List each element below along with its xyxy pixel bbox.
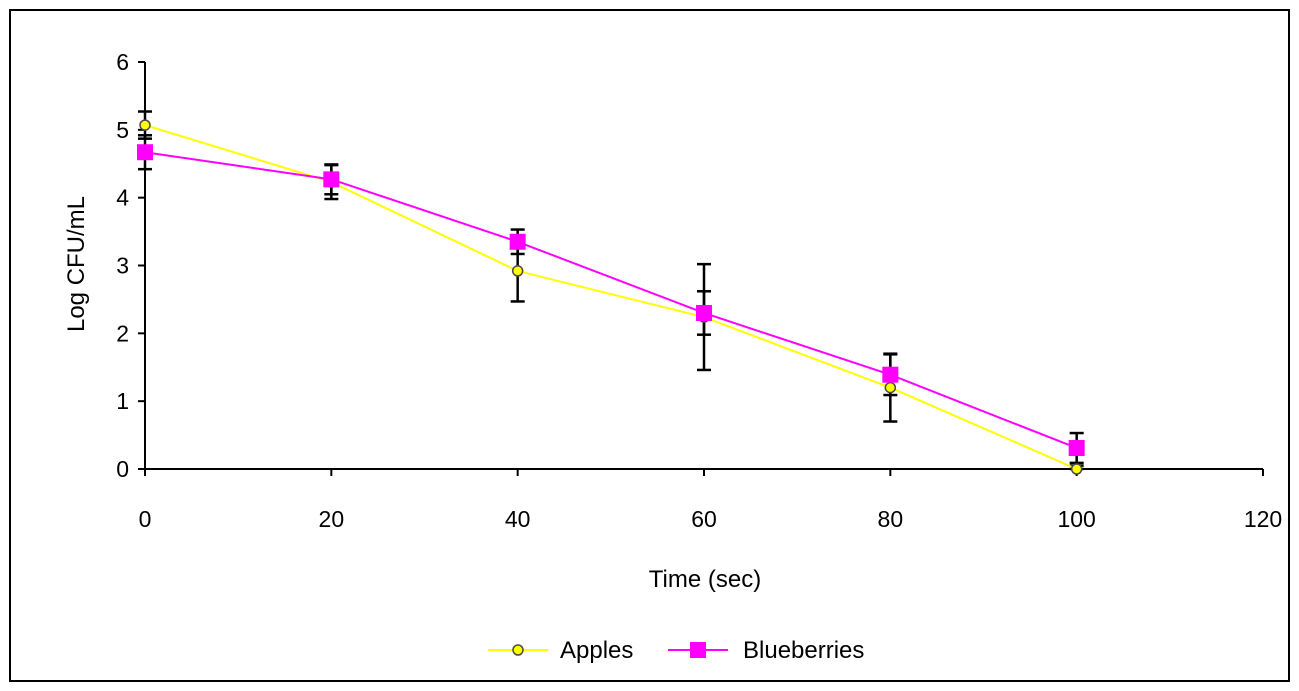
y-tick-label: 4	[116, 185, 129, 211]
data-point-blueberries	[1068, 439, 1085, 456]
x-axis-title: Time (sec)	[649, 566, 761, 593]
data-point-blueberries	[509, 233, 526, 250]
data-point-apples	[511, 265, 524, 277]
y-tick-label: 5	[116, 117, 129, 143]
data-point-apples	[139, 119, 151, 131]
legend-marker	[690, 642, 706, 658]
data-point-blueberries	[882, 366, 899, 383]
y-tick-label: 3	[116, 253, 129, 279]
legend-item-blueberries: Blueberries	[668, 637, 864, 664]
legend-marker	[512, 644, 524, 656]
data-point-apples	[1070, 463, 1083, 475]
x-tick-label: 100	[1057, 506, 1095, 532]
y-tick-label: 0	[116, 456, 129, 482]
legend-label: Apples	[560, 637, 633, 664]
data-point-blueberries	[696, 304, 712, 321]
y-tick-label: 6	[116, 49, 129, 75]
series-layer	[137, 110, 1085, 475]
x-tick-label: 60	[691, 506, 717, 532]
series-line-blueberries	[144, 151, 1078, 449]
data-point-blueberries	[137, 144, 153, 161]
x-tick-label: 80	[878, 506, 904, 532]
x-tick-label: 120	[1244, 506, 1282, 532]
y-axis-title: Log CFU/mL	[63, 196, 90, 332]
legend-label: Blueberries	[743, 637, 864, 664]
x-tick-label: 20	[319, 506, 345, 532]
legend: Apples Blueberries	[488, 637, 864, 664]
data-point-blueberries	[323, 171, 340, 188]
x-tick-label: 40	[505, 506, 531, 532]
data-point-apples	[884, 381, 897, 394]
legend-item-apples: Apples	[488, 637, 633, 664]
series-line-apples	[144, 124, 1078, 470]
chart-frame	[9, 9, 1290, 682]
x-tick-label: 0	[139, 506, 152, 532]
y-tick-label: 2	[116, 320, 129, 346]
y-tick-label: 1	[116, 388, 129, 414]
